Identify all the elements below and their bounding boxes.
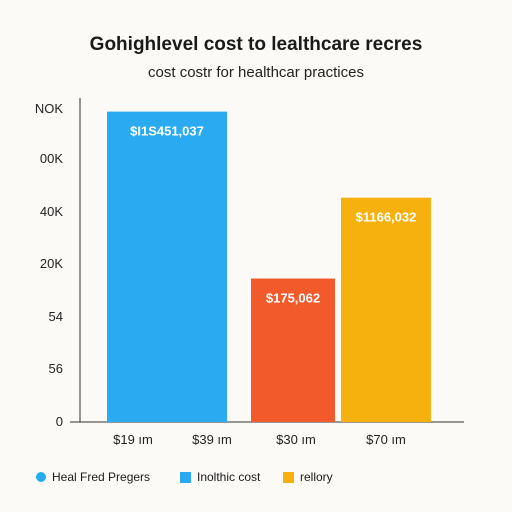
y-tick-label-1: 56 <box>49 361 63 376</box>
x-tick-label-2: $30 ım <box>276 432 316 447</box>
y-tick-label-3: 20K <box>40 256 63 271</box>
x-tick-label-1: $39 ım <box>192 432 232 447</box>
legend-item-1: Inolthic cost <box>180 470 260 484</box>
bar-label-0: $I1S451,037 <box>130 124 204 139</box>
legend-label-2: rellory <box>300 470 333 484</box>
x-tick-label-3: $70 ım <box>366 432 406 447</box>
bar-1 <box>251 278 335 422</box>
legend-swatch-2 <box>283 471 294 483</box>
x-tick-label-0: $19 ım <box>113 432 153 447</box>
legend-item-0: Heal Fred Pregers <box>36 470 150 484</box>
bar-2 <box>341 197 431 422</box>
legend-label-1: Inolthic cost <box>197 470 261 484</box>
bar-label-2: $1166,032 <box>356 210 417 225</box>
bar-label-1: $175,062 <box>266 291 320 306</box>
legend-swatch-0 <box>36 472 46 482</box>
legend-item-2: rellory <box>283 470 333 484</box>
bar-0 <box>107 111 227 422</box>
y-tick-label-5: 00K <box>40 151 63 166</box>
legend: Heal Fred Pregers Inolthic cost rellory <box>0 470 512 500</box>
legend-swatch-1 <box>180 471 191 483</box>
chart-subtitle: cost costr for healthcar practices <box>148 64 364 81</box>
y-tick-label-2: 54 <box>49 309 63 324</box>
legend-label-0: Heal Fred Pregers <box>52 470 151 484</box>
y-tick-label-0: 0 <box>56 414 63 429</box>
y-tick-label-4: 40K <box>40 204 63 219</box>
chart-title: Gohighlevel cost to lealthcare recres <box>89 34 423 55</box>
y-tick-label-6: NOK <box>35 101 64 116</box>
